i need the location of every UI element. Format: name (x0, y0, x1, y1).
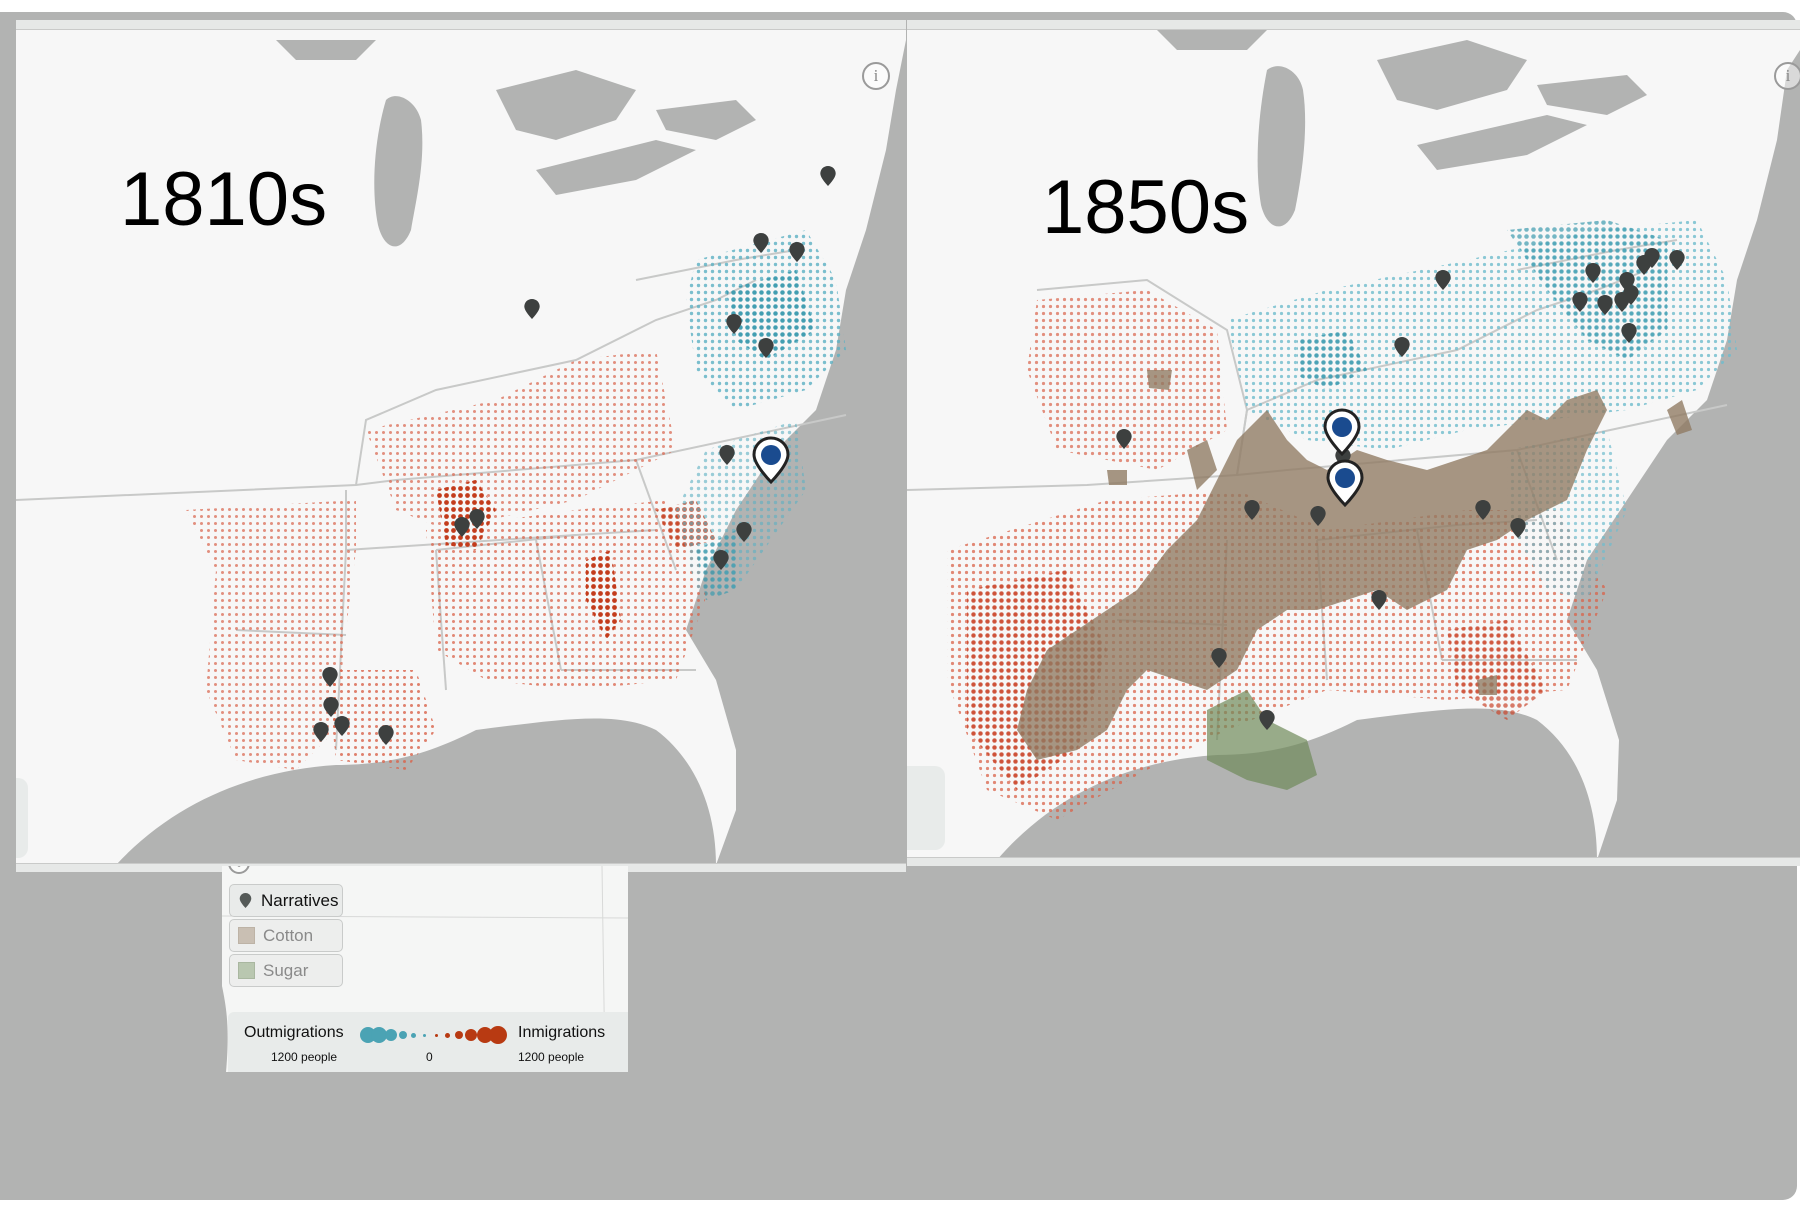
layer-toggle-narratives[interactable]: Narratives (229, 884, 343, 917)
layer-label: Sugar (263, 960, 309, 980)
selected-narrative-pin-icon[interactable] (1323, 408, 1361, 457)
outmigration-field (676, 230, 846, 600)
map-canvas-1810s[interactable] (16, 30, 906, 865)
map-top-bar (907, 20, 1800, 30)
lake-michigan (374, 96, 423, 247)
map-panel-1810s[interactable]: 1810s i (16, 20, 906, 872)
selected-narrative-pin-icon[interactable] (752, 436, 790, 485)
lake-superior (276, 40, 376, 60)
narrative-pin-icon[interactable] (820, 166, 836, 186)
decade-label: 1810s (120, 157, 328, 242)
inmigration-field (186, 350, 716, 770)
map-side-control[interactable] (16, 778, 28, 858)
info-icon[interactable]: i (862, 62, 890, 90)
layer-label: Cotton (263, 925, 314, 945)
layer-label: Narratives (261, 890, 339, 910)
map-side-control[interactable] (907, 766, 945, 850)
lake-erie (536, 140, 696, 195)
map-legend: i Narratives Cotton Sugar Outmigrations … (222, 866, 628, 1072)
inmigrations-label: Inmigrations (518, 1024, 606, 1041)
migration-scale: Outmigrations Inmigrations 1200 people 0… (228, 1012, 628, 1072)
outmigrations-value: 1200 people (271, 1050, 338, 1064)
map-panel-1850s[interactable]: 1850s i (907, 20, 1800, 866)
outmigration-field (1227, 220, 1737, 600)
selected-narrative-pin-icon[interactable] (1326, 459, 1364, 508)
map-top-bar (16, 20, 906, 30)
lake-huron (496, 70, 636, 140)
sugar-swatch-icon (238, 962, 255, 979)
layer-toggle-sugar[interactable]: Sugar (229, 954, 343, 987)
decade-label: 1850s (1042, 165, 1250, 250)
inmigrations-value: 1200 people (518, 1050, 585, 1064)
map-bottom-bar (907, 857, 1800, 866)
gulf-of-mexico (116, 718, 716, 865)
map-pin-icon (239, 893, 252, 908)
info-icon[interactable]: i (1774, 62, 1800, 90)
zero-value: 0 (426, 1050, 433, 1064)
lake-ontario (656, 100, 756, 140)
narrative-pin-icon[interactable] (524, 299, 540, 319)
map-canvas-1850s[interactable] (907, 30, 1800, 860)
cotton-swatch-icon (238, 927, 255, 944)
sugar-region (1207, 690, 1317, 790)
outmigrations-label: Outmigrations (244, 1024, 344, 1041)
layer-toggle-cotton[interactable]: Cotton (229, 919, 343, 952)
cotton-region (1017, 370, 1692, 760)
